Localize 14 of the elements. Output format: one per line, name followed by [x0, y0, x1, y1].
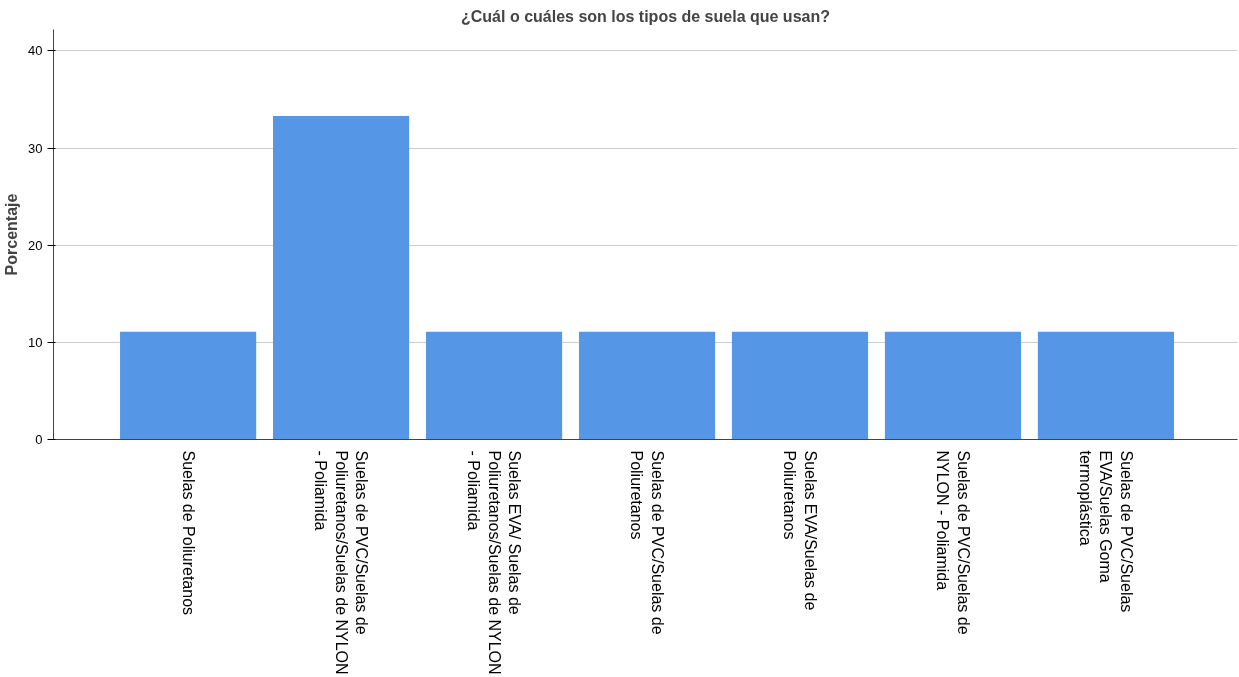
x-tick-label: Suelas de PVC/Suelas EVA/Suelas Goma termoplástica [1077, 450, 1135, 613]
x-tick-label: Suelas de PVC/Suelas de Poliuretanos/Suelas de NYLON - Poliamida [312, 450, 370, 675]
y-tick-label: 40 [28, 43, 43, 59]
x-tick-label: Suelas de PVC/Suelas de Poliuretanos [628, 450, 666, 635]
x-tick-label: Suelas EVA/ Suelas de Poliuretanos/Suelas de NYLON - Poliamida [465, 450, 523, 675]
x-tick-label: Suelas de Poliuretanos [179, 450, 197, 616]
y-tick-label: 0 [35, 432, 43, 447]
chart-title: ¿Cuál o cuáles son los tipos de suela que usan? [461, 7, 830, 25]
y-tick-label: 20 [28, 237, 43, 253]
y-tick-label: 10 [28, 334, 43, 350]
y-axis-title: Porcentaje [3, 193, 21, 276]
y-tick-label: 30 [28, 140, 43, 156]
x-tick-label: Suelas EVA/Suelas de Poliuretanos [781, 450, 819, 611]
x-tick-label: Suelas de PVC/Suelas de NYLON - Poliamida [934, 450, 972, 635]
